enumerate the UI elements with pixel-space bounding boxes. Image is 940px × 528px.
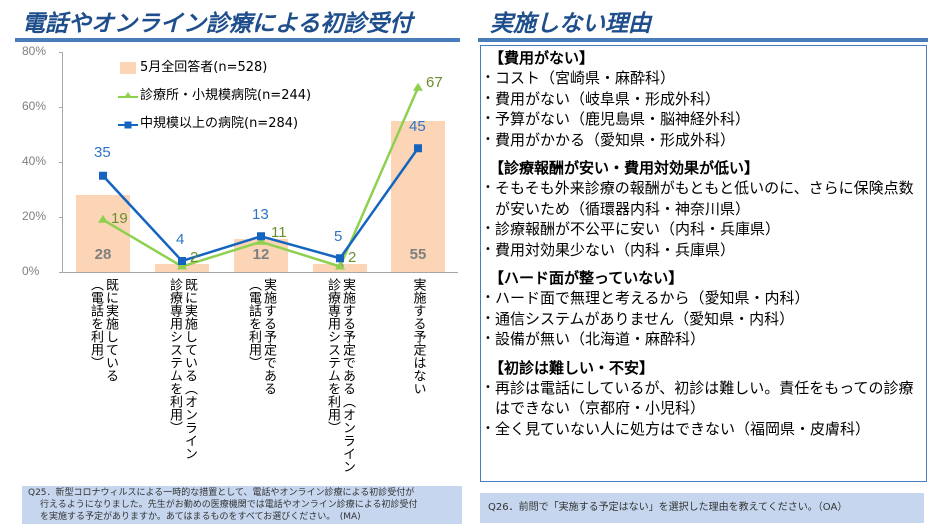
reason-item: 診療報酬が不公平に安い（内科・兵庫県） (485, 219, 922, 240)
reason-item: そもそも外来診療の報酬がもともと低いのに、さらに保険点数が安いため（循環器内科・… (485, 178, 922, 219)
y-tick-label: 0% (22, 264, 40, 278)
reason-item: 通信システムがありません（愛知県・内科） (485, 309, 922, 330)
green-line-data-label: 11 (271, 223, 287, 241)
reason-item: ハード面で無理と考えるから（愛知県・内科） (485, 288, 922, 309)
bar-data-label: 28 (94, 246, 112, 263)
reason-item: コスト（宮崎県・麻酔科） (485, 68, 922, 89)
question-q25: Q25．新型コロナウィルスによる一時的な措置として、電話やオンライン診療による初… (22, 486, 462, 524)
blue-line-data-label: 4 (176, 231, 185, 248)
x-category-label: 実施する予定である（オンライン 診療専用システムを利用） (325, 278, 355, 473)
blue-line-data-label: 35 (94, 143, 111, 161)
triangle-marker-icon (177, 261, 187, 270)
green-line-data-label: 2 (190, 248, 199, 266)
bar-data-label: 55 (409, 246, 427, 263)
reason-item: 費用がない（岐阜県・形成外科） (485, 89, 922, 110)
reason-section: 【診療報酬が安い・費用対効果が低い】そもそも外来診療の報酬がもともと低いのに、さ… (485, 158, 922, 260)
reason-section-heading: 【費用がない】 (489, 49, 595, 67)
x-category-label: 既に実施している （電話を利用） (88, 278, 118, 382)
blue-line-data-label: 5 (334, 228, 343, 246)
x-axis (62, 272, 458, 273)
reason-item: 予算がない（鹿児島県・脳神経外科） (485, 109, 922, 130)
square-marker-icon (257, 232, 265, 241)
square-marker-icon (99, 171, 107, 180)
square-marker-icon (336, 254, 344, 263)
green-line-data-label: 19 (111, 209, 128, 227)
y-tick-label: 80% (22, 44, 47, 58)
triangle-marker-icon (256, 236, 266, 245)
question-q26: Q26．前問で「実施する予定はない」を選択した理由を教えてください。（OA） (480, 493, 924, 523)
bar-data-label: 12 (252, 246, 270, 263)
triangle-marker-icon (335, 261, 345, 270)
y-tick-label: 40% (22, 154, 47, 168)
y-tick-mark (59, 272, 62, 273)
y-tick-mark (59, 162, 62, 163)
green-line-data-label: 2 (348, 248, 357, 266)
reason-section-heading: 【診療報酬が安い・費用対効果が低い】 (489, 159, 760, 177)
square-marker-icon (178, 257, 186, 265)
right-panel-title: 実施しない理由 (490, 11, 651, 37)
y-axis (62, 52, 63, 272)
square-marker-icon (414, 144, 422, 153)
blue-line-data-label: 13 (252, 206, 269, 224)
x-category-label: 実施する予定である （電話を利用） (246, 278, 276, 395)
reason-section-heading: 【初診は難しい・不安】 (489, 358, 655, 377)
chart: 0%20%40%60%80% 28312355 3541354519211267… (0, 0, 470, 484)
y-tick-label: 20% (22, 209, 47, 223)
reason-section: 【初診は難しい・不安】再診は電話にしているが、初診は難しい。責任をもっての診療は… (485, 358, 922, 440)
reason-section: 【ハード面が整っていない】ハード面で無理と考えるから（愛知県・内科）通信システム… (485, 268, 922, 350)
reason-item: 費用がかかる（愛知県・形成外科） (485, 130, 922, 151)
left-title-underline (15, 38, 460, 42)
legend-triangle-marker-icon (118, 92, 138, 98)
triangle-marker-icon (413, 82, 423, 91)
reason-section-heading: 【ハード面が整っていない】 (489, 269, 684, 287)
x-category-label: 既に実施している（オンライン 診療専用システムを利用） (167, 278, 197, 460)
bar (76, 195, 130, 272)
y-tick-mark (59, 217, 62, 218)
reason-item: 設備が無い（北海道・麻酔科） (485, 329, 922, 350)
blue-line-data-label: 45 (409, 118, 426, 136)
y-tick-mark (59, 107, 62, 108)
triangle-marker-icon (98, 214, 108, 223)
right-title-underline (478, 38, 928, 42)
legend-bar-swatch-icon (120, 62, 136, 74)
reason-item: 費用対効果少ない（内科・兵庫県） (485, 240, 922, 261)
line-series (98, 82, 423, 270)
reason-item: 全く見ていない人に処方はできない（福岡県・皮膚科） (485, 419, 922, 440)
reason-section: 【費用がない】コスト（宮崎県・麻酔科）費用がない（岐阜県・形成外科）予算がない（… (485, 48, 922, 150)
reasons-box: 【費用がない】コスト（宮崎県・麻酔科）費用がない（岐阜県・形成外科）予算がない（… (480, 45, 927, 482)
y-tick-label: 60% (22, 99, 47, 113)
x-category-label: 実施する予定はない (410, 278, 426, 395)
green-line-data-label: 67 (426, 73, 443, 91)
legend-square-marker-icon (118, 121, 138, 129)
y-tick-mark (59, 52, 62, 53)
left-panel-title: 電話やオンライン診療による初診受付 (22, 11, 413, 37)
reason-item: 再診は電話にしているが、初診は難しい。責任をもっての診療はできない（京都府・小児… (485, 378, 922, 419)
